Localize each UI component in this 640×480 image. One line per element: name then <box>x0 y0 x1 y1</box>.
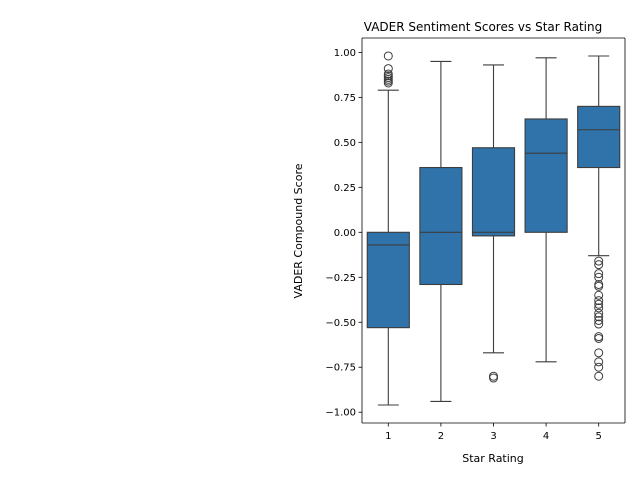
outlier-point <box>594 281 604 291</box>
y-tick-label: −0.25 <box>325 273 356 284</box>
plot-area: −1.00 −0.75 −0.50 −0.25 0.00 0.25 0.50 0.75 1.00… <box>325 37 626 442</box>
x-tick-label: 4 <box>543 431 549 442</box>
box-5 <box>577 105 621 169</box>
y-tick-label: 0.00 <box>334 228 356 239</box>
outlier-point <box>383 78 393 88</box>
outlier-point <box>594 315 604 325</box>
x-tick-label: 1 <box>385 431 391 442</box>
outlier-point <box>594 357 604 367</box>
outlier-point <box>383 51 393 61</box>
y-tick-label: −1.00 <box>325 408 356 419</box>
outlier-point <box>594 319 604 329</box>
x-tick-label: 3 <box>490 431 496 442</box>
chart-title: VADER Sentiment Scores vs Star Rating <box>364 20 602 34</box>
outlier-point <box>383 64 393 74</box>
outlier-point <box>594 333 604 343</box>
y-tick-label: 1.00 <box>334 48 356 59</box>
box-4 <box>524 118 568 233</box>
x-tick-label: 2 <box>438 431 444 442</box>
outlier-point <box>594 296 604 306</box>
outlier-point <box>594 272 604 282</box>
outlier-point <box>594 308 604 318</box>
y-tick-label: −0.75 <box>325 363 356 374</box>
outlier-point <box>489 373 498 383</box>
x-tick-label: 5 <box>596 431 602 442</box>
y-axis-label: VADER Compound Score <box>292 163 305 298</box>
y-tick-label: −0.50 <box>325 318 356 329</box>
outlier-point <box>594 299 604 309</box>
outlier-point <box>594 290 604 300</box>
outlier-point <box>594 348 604 358</box>
y-tick-label: 0.75 <box>334 93 356 104</box>
outlier-point <box>594 362 604 372</box>
y-tick-label: 0.50 <box>334 138 356 149</box>
box-1 <box>366 231 410 329</box>
outlier-point <box>594 371 604 381</box>
box-3 <box>471 147 516 237</box>
outlier-point <box>594 303 604 313</box>
outlier-point <box>594 256 604 266</box>
x-axis-label: Star Rating <box>462 452 524 465</box>
outlier-point <box>594 312 604 322</box>
outlier-point <box>594 269 604 279</box>
y-tick-label: 0.25 <box>334 183 356 194</box>
box-2 <box>419 166 463 286</box>
outlier-point <box>594 260 604 270</box>
